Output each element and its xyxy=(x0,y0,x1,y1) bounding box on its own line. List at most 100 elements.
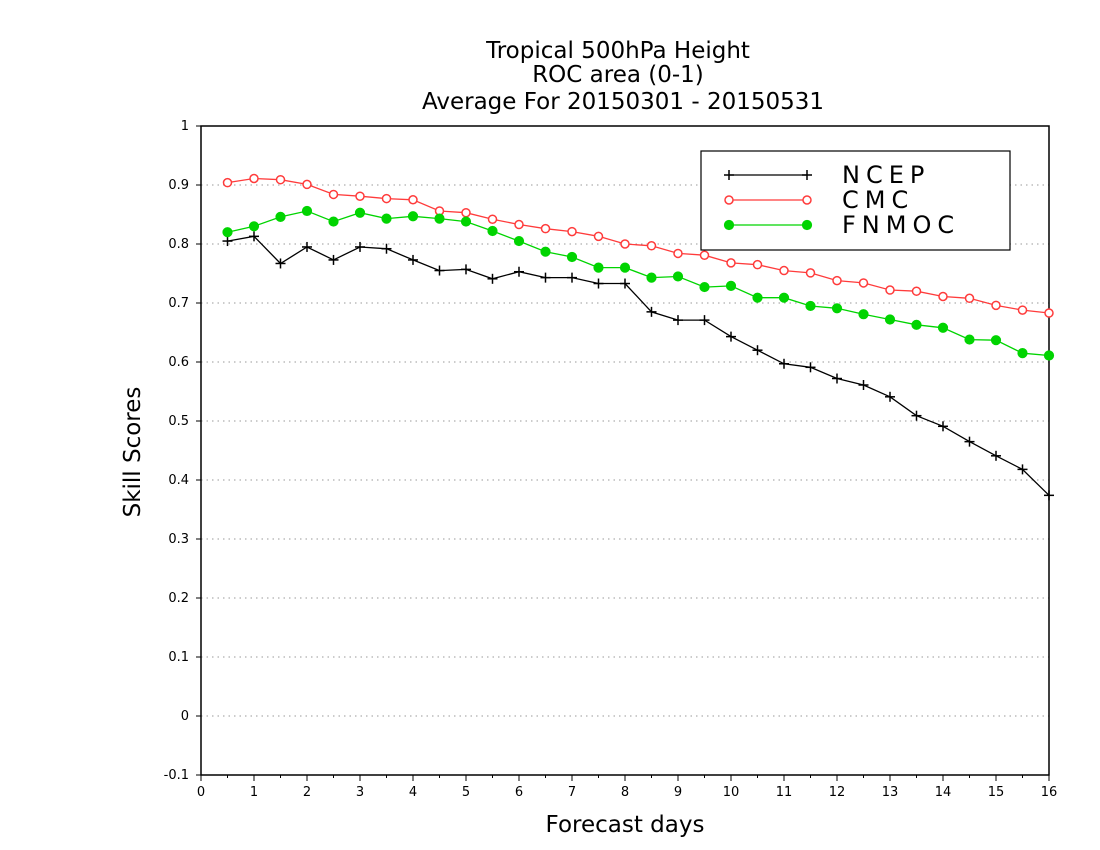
data-point-fnmoc xyxy=(646,272,657,283)
title-line-1: Tropical 500hPa Height xyxy=(485,38,750,64)
x-tick-label: 10 xyxy=(723,785,740,800)
title-line-3: Average For 20150301 - 20150531 xyxy=(422,89,824,115)
data-point-ncep xyxy=(328,254,339,265)
data-point-cmc xyxy=(752,259,763,270)
data-point-cmc xyxy=(646,241,657,251)
y-tick-label: 0.9 xyxy=(168,178,189,193)
legend-marker-cmc xyxy=(724,195,734,205)
y-tick-label: 1 xyxy=(181,119,189,134)
data-point-ncep xyxy=(434,265,445,276)
data-point-cmc xyxy=(567,226,577,237)
legend-label-fnmoc: FNMOC xyxy=(842,211,960,239)
data-point-fnmoc xyxy=(354,207,366,218)
x-tick-label: 6 xyxy=(515,785,523,800)
data-point-fnmoc xyxy=(513,235,525,247)
data-point-ncep xyxy=(752,345,763,356)
data-point-cmc xyxy=(381,193,392,204)
legend-marker-ncep xyxy=(802,170,812,180)
data-point-ncep xyxy=(540,272,551,283)
y-tick-label: 0.3 xyxy=(168,532,189,547)
data-point-fnmoc xyxy=(884,314,896,325)
data-point-cmc xyxy=(355,191,365,201)
x-tick-label: 9 xyxy=(674,785,682,800)
legend-marker-ncep xyxy=(724,170,734,180)
data-point-fnmoc xyxy=(566,251,578,263)
data-point-cmc xyxy=(620,239,630,249)
data-point-ncep xyxy=(805,362,816,373)
data-point-ncep xyxy=(964,436,975,447)
data-point-cmc xyxy=(275,174,286,185)
data-point-cmc xyxy=(779,265,789,276)
title-line-2: ROC area (0-1) xyxy=(532,62,704,88)
legend-label-ncep: NCEP xyxy=(842,161,930,189)
data-point-cmc xyxy=(408,195,418,205)
data-point-ncep xyxy=(249,231,259,242)
x-tick-label: 15 xyxy=(988,785,1005,800)
series-layer xyxy=(222,173,1055,501)
data-point-ncep xyxy=(620,278,630,289)
data-point-fnmoc xyxy=(725,280,737,291)
series-line-ncep xyxy=(227,235,1050,496)
data-point-fnmoc xyxy=(805,300,816,312)
data-point-ncep xyxy=(911,410,922,421)
data-point-ncep xyxy=(646,306,657,317)
data-point-cmc xyxy=(673,248,683,259)
data-point-fnmoc xyxy=(990,335,1002,346)
data-point-fnmoc xyxy=(619,262,631,273)
data-point-ncep xyxy=(1044,490,1054,501)
legend-marker-cmc xyxy=(802,195,812,205)
y-tick-label: 0.6 xyxy=(168,355,189,370)
data-point-fnmoc xyxy=(699,281,710,293)
data-point-ncep xyxy=(726,331,736,342)
data-point-fnmoc xyxy=(487,225,498,237)
data-point-fnmoc xyxy=(778,292,790,303)
data-point-cmc xyxy=(938,291,948,302)
data-point-ncep xyxy=(832,373,842,384)
data-point-fnmoc xyxy=(831,303,843,314)
data-point-ncep xyxy=(938,421,948,432)
data-point-cmc xyxy=(911,286,922,296)
data-point-fnmoc xyxy=(460,216,472,227)
data-point-fnmoc xyxy=(275,211,286,222)
x-tick-label: 3 xyxy=(356,785,364,800)
data-point-ncep xyxy=(779,358,789,369)
data-point-cmc xyxy=(514,219,524,230)
x-tick-label: 13 xyxy=(882,785,899,800)
legend-label-cmc: CMC xyxy=(842,186,914,214)
y-tick-label: 0.4 xyxy=(168,473,189,488)
x-tick-label: 8 xyxy=(621,785,629,800)
data-point-cmc xyxy=(885,285,895,295)
data-point-fnmoc xyxy=(964,334,975,345)
legend-marker-fnmoc xyxy=(801,219,813,231)
data-point-ncep xyxy=(991,450,1001,461)
y-tick-label: 0.7 xyxy=(168,296,189,311)
x-tick-label: 4 xyxy=(409,785,417,800)
y-tick-label: 0.5 xyxy=(168,414,189,429)
axis-ticks: -0.100.10.20.30.40.50.60.70.80.910 1 2 3 4 5 6… xyxy=(164,119,1058,800)
data-point-fnmoc xyxy=(540,246,551,257)
x-tick-label: 12 xyxy=(829,785,846,800)
data-point-fnmoc xyxy=(248,221,260,232)
data-point-fnmoc xyxy=(1043,350,1055,361)
data-point-fnmoc xyxy=(752,292,763,303)
data-point-cmc xyxy=(1044,308,1054,318)
data-point-fnmoc xyxy=(672,271,684,282)
data-point-cmc xyxy=(699,250,710,260)
data-point-cmc xyxy=(726,258,736,268)
y-tick-label: 0.8 xyxy=(168,237,189,252)
series-fnmoc xyxy=(222,205,1055,361)
data-point-ncep xyxy=(408,254,418,265)
data-point-fnmoc xyxy=(911,319,922,330)
data-point-ncep xyxy=(858,380,869,391)
x-tick-label: 0 xyxy=(197,785,205,800)
x-tick-label: 5 xyxy=(462,785,470,800)
x-tick-label: 2 xyxy=(303,785,311,800)
y-tick-label: -0.1 xyxy=(164,768,189,783)
x-tick-label: 14 xyxy=(935,785,952,800)
grid-lines xyxy=(201,184,1049,717)
data-point-ncep xyxy=(487,273,498,284)
data-point-ncep xyxy=(302,241,312,252)
data-point-cmc xyxy=(964,293,975,304)
data-point-ncep xyxy=(461,264,471,275)
